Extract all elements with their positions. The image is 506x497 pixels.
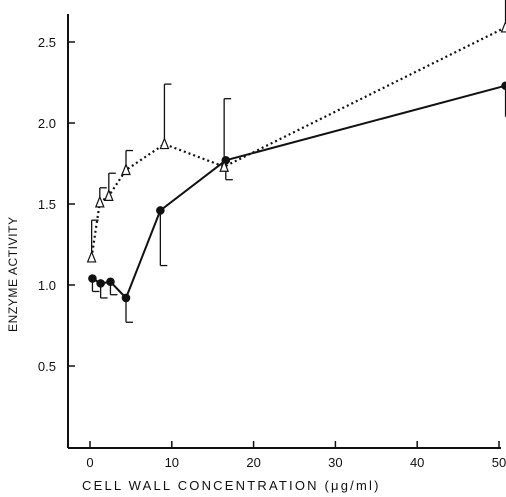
data-point xyxy=(156,206,165,215)
x-axis-title: CELL WALL CONCENTRATION (μg/ml) xyxy=(82,478,381,493)
y-axis-title: ENZYME ACTIVITY xyxy=(6,216,20,332)
data-point xyxy=(501,81,506,91)
plot-area: 0 10 20 30 40 50 0.5 1.0 1.5 2.0 2.5 xyxy=(38,0,506,470)
x-tick-label: 0 xyxy=(86,455,93,470)
y-tick-label: 2.5 xyxy=(38,35,56,50)
data-point xyxy=(103,188,114,201)
data-point xyxy=(106,277,115,287)
x-tick-label: 20 xyxy=(246,455,260,470)
series-line-2 xyxy=(90,26,506,258)
x-tick-label: 40 xyxy=(410,455,424,470)
data-point xyxy=(88,274,97,283)
y-tick-label: 2.0 xyxy=(38,116,56,131)
data-point xyxy=(159,136,170,150)
data-point xyxy=(121,162,131,176)
data-point xyxy=(86,250,97,263)
x-tick-label: 50 xyxy=(492,455,506,470)
y-tick-label: 1.0 xyxy=(38,278,56,293)
data-point xyxy=(121,293,131,303)
series-line-1 xyxy=(91,84,506,300)
x-tick-label: 10 xyxy=(165,455,179,470)
data-point xyxy=(500,20,506,33)
data-point xyxy=(96,279,105,288)
x-tick-label: 30 xyxy=(328,455,342,470)
data-point xyxy=(219,159,230,172)
y-tick-label: 0.5 xyxy=(38,359,56,374)
data-point xyxy=(94,195,105,208)
y-tick-label: 1.5 xyxy=(38,197,56,212)
